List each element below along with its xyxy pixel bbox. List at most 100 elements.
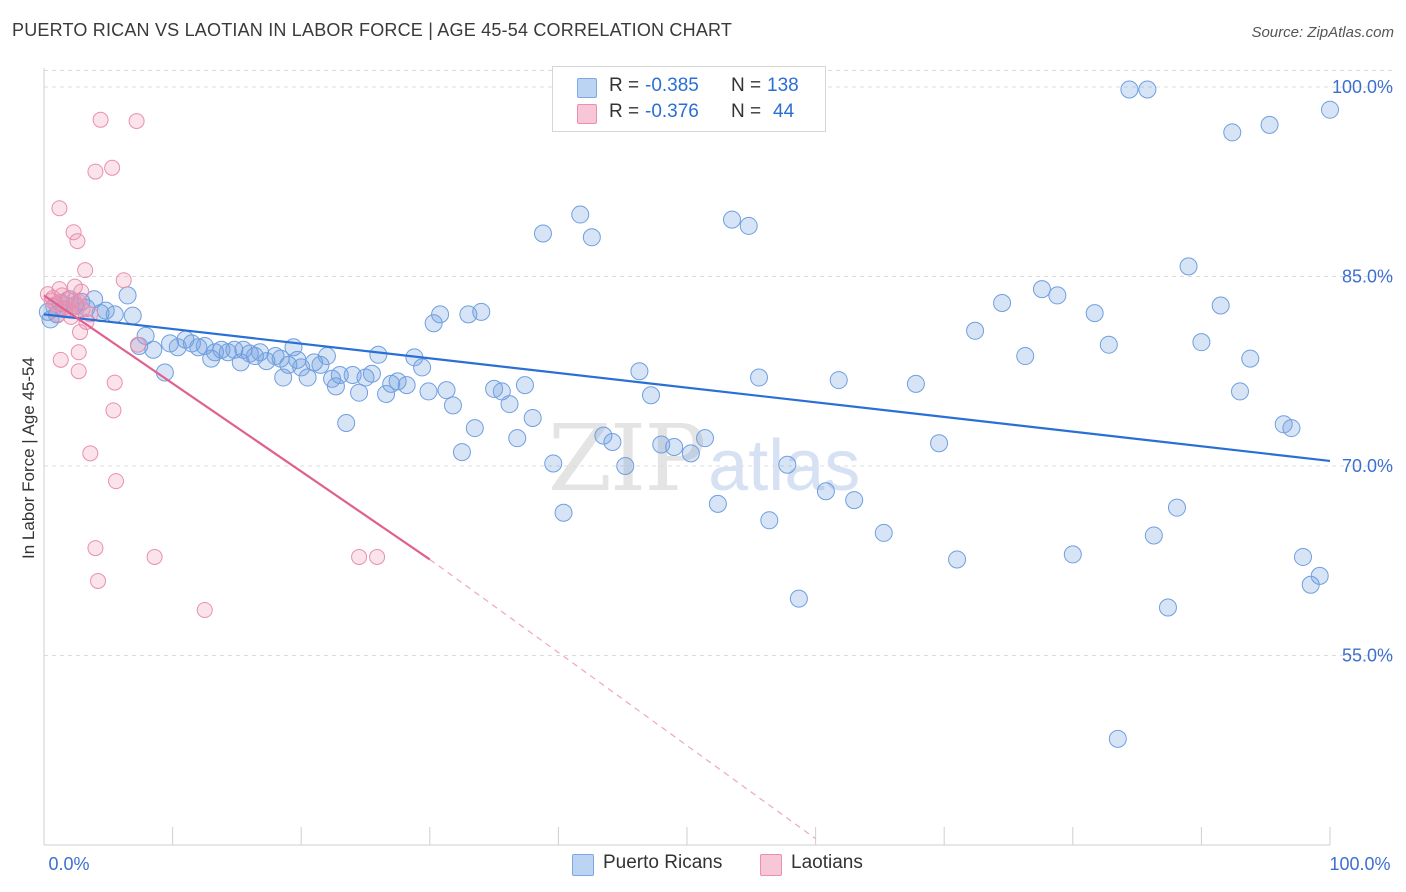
puerto-rican-point: [443, 396, 462, 415]
legend-r-label: R =: [609, 101, 640, 122]
laotian-point: [69, 298, 86, 315]
puerto-rican-point: [554, 503, 573, 522]
chart-title: PUERTO RICAN VS LAOTIAN IN LABOR FORCE |…: [12, 20, 733, 40]
source-label: Source: ZipAtlas.com: [1251, 24, 1394, 41]
puerto-rican-point: [1241, 349, 1260, 368]
laotian-point: [52, 351, 69, 368]
laotian-point: [66, 278, 83, 295]
puerto-rican-point: [298, 368, 317, 387]
trend-lines: [43, 294, 1331, 840]
legend-r-label: R =: [609, 75, 640, 96]
puerto-rican-point: [750, 368, 769, 387]
bottom-legend-label: Laotians: [791, 852, 863, 873]
puerto-rican-point: [388, 372, 407, 391]
puerto-rican-point: [906, 374, 925, 393]
legend-swatch-pink: [577, 104, 597, 124]
puerto-rican-point: [118, 286, 137, 305]
puerto-rican-point: [739, 216, 758, 235]
puerto-rican-point: [1192, 333, 1211, 352]
puerto-rican-point: [500, 395, 519, 414]
legend-r-value: -0.385: [645, 75, 699, 96]
puerto-rican-point: [816, 482, 835, 501]
puerto-rican-point: [723, 210, 742, 229]
legend-n-value: 44: [773, 101, 795, 122]
y-tick-labels: 100.0% 85.0% 70.0% 55.0%: [1332, 77, 1393, 666]
puerto-rican-point: [413, 358, 432, 377]
puerto-rican-point: [1085, 304, 1104, 323]
bottom-legend-label: Puerto Ricans: [603, 852, 723, 873]
puerto-rican-point: [189, 338, 208, 357]
puerto-rican-point: [966, 321, 985, 340]
laotian-point: [77, 262, 94, 279]
puerto-rican-point: [1063, 545, 1082, 564]
puerto-rican-point: [594, 426, 613, 445]
puerto-rican-point: [696, 429, 715, 448]
zipatlas-watermark: ZIPatlas: [548, 405, 860, 512]
puerto-rican-point: [424, 314, 443, 333]
puerto-rican-point: [317, 347, 336, 366]
puerto-rican-point: [1260, 115, 1279, 134]
puerto-rican-point: [1108, 729, 1127, 748]
puerto-rican-point: [533, 224, 552, 243]
puerto-rican-point: [630, 362, 649, 381]
puerto-rican-point: [708, 494, 727, 513]
puerto-rican-point: [616, 456, 635, 475]
puerto-rican-point: [874, 523, 893, 542]
puerto-rican-point: [1138, 80, 1157, 99]
laotian-point: [105, 402, 122, 419]
y-tick-label: 85.0%: [1342, 266, 1393, 286]
legend-swatch-blue: [577, 78, 597, 98]
laotian-point: [128, 113, 145, 130]
puerto-rican-point: [437, 381, 456, 400]
laotian-point: [51, 200, 68, 217]
puerto-rican-point: [431, 305, 450, 324]
laotian-point: [72, 324, 89, 341]
puerto-rican-point: [1321, 100, 1339, 119]
laotian-point: [82, 445, 99, 462]
laotian-trend-line: [43, 294, 431, 561]
puerto-rican-point: [105, 305, 124, 324]
puerto-rican-point: [1048, 286, 1067, 305]
puerto-rican-point: [523, 408, 542, 427]
puerto-rican-point: [168, 338, 187, 357]
puerto-rican-point: [845, 491, 864, 510]
puerto-rican-point: [1282, 419, 1301, 438]
puerto-rican-point: [465, 419, 484, 438]
puerto-rican-point: [397, 376, 416, 395]
puerto-rican-point: [1230, 382, 1249, 401]
x-tick-label-max: 100.0%: [1329, 854, 1390, 874]
puerto-rican-point: [1158, 598, 1177, 617]
puerto-rican-point: [1120, 80, 1139, 99]
puerto-rican-point: [452, 443, 471, 462]
puerto-rican-point: [419, 382, 438, 401]
laotian-point: [70, 363, 87, 380]
laotian-point: [196, 602, 213, 619]
puerto-rican-point: [515, 376, 534, 395]
puerto-rican-point: [1167, 498, 1186, 517]
puerto-rican-point: [377, 384, 396, 403]
puerto-rican-point: [369, 345, 388, 364]
puerto-rican-point: [1099, 335, 1118, 354]
legend-r-value: -0.376: [645, 101, 699, 122]
laotian-point: [351, 548, 368, 565]
y-tick-label: 55.0%: [1342, 645, 1393, 665]
puerto-rican-point: [993, 293, 1012, 312]
puerto-rican-points: [38, 80, 1339, 748]
stats-legend: R = -0.385 N = 138 R = -0.376 N = 44: [552, 66, 826, 132]
puerto-rican-point: [251, 343, 270, 362]
bottom-swatch-pink: [760, 854, 782, 876]
puerto-rican-point: [1016, 347, 1035, 366]
laotian-point: [90, 572, 107, 589]
puerto-rican-point: [350, 383, 369, 402]
laotian-point: [369, 548, 386, 565]
laotian-point: [87, 163, 104, 180]
legend-n-label: N =: [731, 75, 762, 96]
puerto-rican-point: [337, 414, 356, 433]
puerto-rican-point: [760, 511, 779, 530]
laotian-point: [65, 224, 82, 241]
laotian-point: [104, 159, 121, 176]
puerto-rican-point: [582, 228, 601, 247]
bottom-swatch-blue: [572, 854, 594, 876]
laotian-point: [106, 374, 123, 391]
